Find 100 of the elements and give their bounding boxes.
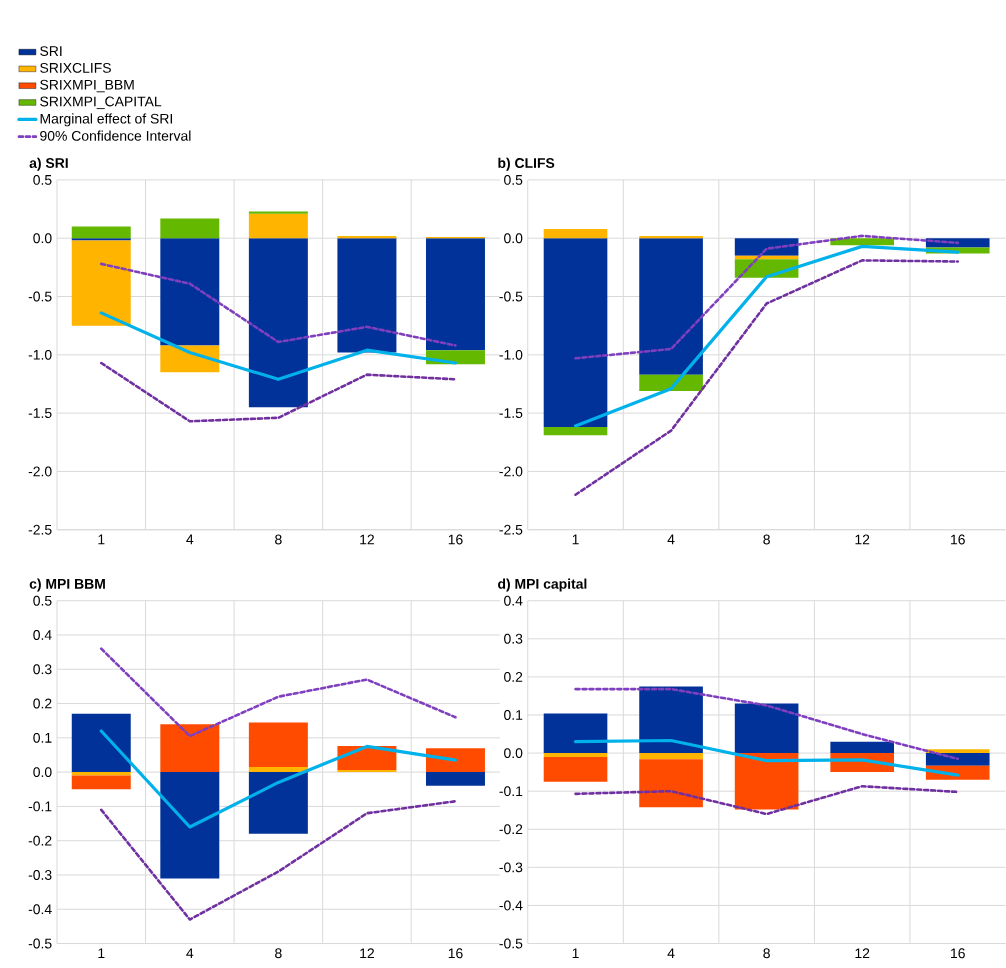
y-tick-label: 0.4 xyxy=(33,630,52,641)
x-tick-label: 12 xyxy=(360,948,374,959)
chart-title: b) CLIFS xyxy=(498,157,555,171)
y-tick-label: 0.1 xyxy=(33,733,52,744)
bar xyxy=(71,240,131,326)
y-tick-label: -2.5 xyxy=(28,525,52,535)
x-tick-label: 12 xyxy=(855,948,870,959)
x-tick-label: 16 xyxy=(951,948,965,959)
y-tick-label: 0.2 xyxy=(33,698,52,709)
y-tick-label: -1.5 xyxy=(499,408,523,419)
line-series xyxy=(573,739,960,777)
x-tick-label: 4 xyxy=(667,948,675,959)
y-tick-label: -1.0 xyxy=(28,350,52,360)
bar xyxy=(425,772,485,787)
chart-title: d) MPI capital xyxy=(498,578,587,592)
y-tick-label: -0.4 xyxy=(499,900,523,911)
y-tick-label: -1.0 xyxy=(499,350,523,360)
x-tick-label: 1 xyxy=(98,534,105,545)
y-tick-label: 0.5 xyxy=(504,175,523,186)
x-tick-label: 12 xyxy=(855,534,870,545)
y-tick-label: -0.5 xyxy=(28,291,52,302)
bar xyxy=(160,218,220,239)
bar xyxy=(543,427,608,436)
bar xyxy=(543,713,608,754)
y-tick-label: -0.2 xyxy=(28,835,52,846)
y-tick-label: 0.0 xyxy=(33,233,52,244)
line-series xyxy=(99,361,457,423)
y-tick-label: 0.0 xyxy=(33,767,52,778)
y-tick-label: 0.1 xyxy=(504,710,523,721)
x-tick-label: 4 xyxy=(186,948,194,959)
bar xyxy=(543,753,608,758)
bar xyxy=(337,770,397,773)
legend-label: SRIXCLIFS xyxy=(40,63,111,74)
bar xyxy=(160,345,220,373)
legend-label: Marginal effect of SRI xyxy=(40,113,172,127)
y-tick-label: 0.3 xyxy=(33,664,52,675)
bar xyxy=(160,772,220,879)
bar xyxy=(337,238,397,353)
bar xyxy=(248,238,308,408)
y-tick-label: 0.0 xyxy=(504,748,523,759)
bar xyxy=(71,714,131,773)
bar xyxy=(734,238,799,256)
bar xyxy=(71,772,131,776)
bar xyxy=(734,703,799,754)
y-tick-label: -0.2 xyxy=(499,824,523,835)
y-tick-label: 0.5 xyxy=(33,596,52,606)
line-series xyxy=(574,688,960,761)
x-tick-label: 16 xyxy=(448,534,463,545)
bar xyxy=(639,753,703,760)
y-tick-label: 0.2 xyxy=(504,672,523,683)
bar xyxy=(71,238,131,241)
chart-title: c) MPI BBM xyxy=(29,578,105,592)
bar xyxy=(248,722,308,768)
bar xyxy=(248,772,308,835)
bar xyxy=(925,753,990,766)
y-tick-label: -0.5 xyxy=(499,938,523,949)
x-tick-label: 1 xyxy=(572,948,579,959)
line-series xyxy=(99,729,458,829)
x-tick-label: 16 xyxy=(448,948,463,959)
line-series xyxy=(574,259,960,497)
bar xyxy=(639,238,703,375)
bar xyxy=(734,753,799,810)
y-tick-label: -0.5 xyxy=(28,938,52,949)
x-tick-label: 4 xyxy=(667,534,675,545)
legend-label: SRI xyxy=(40,46,62,57)
y-tick-label: -2.0 xyxy=(28,466,52,477)
bar xyxy=(830,741,894,754)
line-series xyxy=(99,800,457,922)
line-series xyxy=(99,647,457,738)
y-tick-label: -0.1 xyxy=(499,786,523,797)
bar xyxy=(71,226,131,239)
y-tick-label: -0.3 xyxy=(499,862,523,873)
bar xyxy=(425,748,485,773)
x-tick-label: 1 xyxy=(572,534,579,545)
y-tick-label: -2.0 xyxy=(499,466,523,477)
y-tick-label: 0.5 xyxy=(33,175,52,186)
y-tick-label: -0.4 xyxy=(28,904,52,915)
bar xyxy=(160,724,220,773)
y-tick-label: -2.5 xyxy=(499,525,523,535)
x-tick-label: 8 xyxy=(275,948,282,959)
y-tick-label: 0.4 xyxy=(504,596,523,606)
bar xyxy=(639,759,703,808)
line-series xyxy=(574,785,960,816)
x-tick-label: 4 xyxy=(186,534,194,545)
x-tick-label: 1 xyxy=(98,948,105,959)
bar xyxy=(639,374,703,392)
line-series xyxy=(99,311,458,382)
bar xyxy=(248,211,308,214)
line-series xyxy=(574,234,960,360)
x-tick-label: 8 xyxy=(275,534,282,545)
x-tick-label: 8 xyxy=(763,948,770,959)
line-series xyxy=(573,245,960,428)
bar xyxy=(543,757,608,782)
line-series xyxy=(99,262,457,348)
y-tick-label: 0.0 xyxy=(504,233,523,244)
y-tick-label: -1.5 xyxy=(28,408,52,419)
y-tick-label: -0.1 xyxy=(28,801,52,812)
y-tick-label: -0.5 xyxy=(499,291,523,302)
y-tick-label: -0.3 xyxy=(28,870,52,881)
legend-label: 90% Confidence Interval xyxy=(40,130,191,142)
